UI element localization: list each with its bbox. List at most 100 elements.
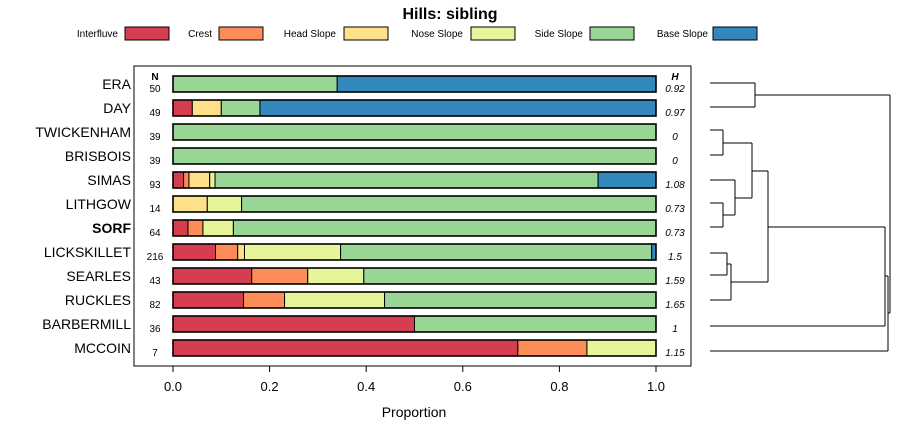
bar-segment-interfluve bbox=[172, 315, 415, 333]
bar-outline bbox=[172, 339, 657, 357]
bar-outline bbox=[172, 243, 657, 261]
row-searles: SEARLES 43 1.59 bbox=[66, 267, 685, 287]
row-label: BARBERMILL bbox=[42, 316, 131, 332]
n-value: 216 bbox=[147, 252, 164, 263]
row-label: DAY bbox=[103, 100, 131, 116]
bar-segment-crest bbox=[517, 339, 588, 357]
h-value: 1.15 bbox=[665, 348, 685, 359]
bar-segment-interfluve bbox=[172, 99, 193, 117]
bar-segment-base-slope bbox=[259, 99, 657, 117]
h-value: 0 bbox=[672, 156, 678, 167]
row-barbermill: BARBERMILL 36 1 bbox=[42, 315, 678, 335]
row-simas: SIMAS 93 1.08 bbox=[87, 171, 685, 191]
bar-segment-head-slope bbox=[188, 171, 211, 189]
bar-outline bbox=[172, 147, 657, 165]
bar-segment-crest bbox=[183, 171, 190, 189]
row-label: RUCKLES bbox=[65, 292, 131, 308]
legend-label: Base Slope bbox=[657, 29, 709, 40]
row-label: ERA bbox=[102, 76, 131, 92]
dendrogram bbox=[710, 82, 891, 352]
bar-segment-side-slope bbox=[363, 267, 657, 285]
row-lickskillet: LICKSKILLET 216 1.5 bbox=[44, 243, 682, 263]
bar-segment-crest bbox=[187, 219, 204, 237]
legend-label: Interfluve bbox=[77, 29, 119, 40]
x-tick-label: 0.2 bbox=[261, 379, 279, 394]
row-label: SORF bbox=[92, 220, 131, 236]
bar-outline bbox=[172, 99, 657, 117]
bar-segment-side-slope bbox=[232, 219, 657, 237]
bar-segment-nose-slope bbox=[209, 171, 216, 189]
row-label: LITHGOW bbox=[66, 196, 132, 212]
row-lithgow: LITHGOW 14 0.73 bbox=[66, 195, 685, 215]
n-column-header: N bbox=[151, 72, 158, 83]
legend: Interfluve Crest Head Slope Nose Slope Side … bbox=[77, 26, 758, 41]
bar-segment-side-slope bbox=[384, 291, 657, 309]
bar-segment-side-slope bbox=[220, 99, 261, 117]
x-tick-label: 0.0 bbox=[164, 379, 182, 394]
h-value: 0 bbox=[672, 132, 678, 143]
n-value: 50 bbox=[149, 84, 161, 95]
n-value: 39 bbox=[149, 156, 161, 167]
h-value: 1.59 bbox=[665, 276, 685, 287]
bar-segment-nose-slope bbox=[243, 243, 342, 261]
row-ruckles: RUCKLES 82 1.65 bbox=[65, 291, 685, 311]
legend-swatch bbox=[470, 26, 516, 41]
bar-segment-base-slope bbox=[336, 75, 657, 93]
legend-swatch bbox=[712, 26, 758, 41]
bar-segment-crest bbox=[251, 267, 309, 285]
bar-segment-side-slope bbox=[241, 195, 657, 213]
legend-label: Crest bbox=[188, 29, 212, 40]
h-value: 0.73 bbox=[665, 228, 685, 239]
bar-segment-side-slope bbox=[414, 315, 657, 333]
n-value: 39 bbox=[149, 132, 161, 143]
bar-segment-nose-slope bbox=[284, 291, 386, 309]
bar-segment-side-slope bbox=[172, 123, 657, 141]
row-era: ERA 50 0.92 bbox=[102, 75, 685, 95]
x-tick-label: 0.4 bbox=[357, 379, 375, 394]
n-value: 14 bbox=[149, 204, 161, 215]
bar-outline bbox=[172, 291, 657, 309]
bar-segment-head-slope bbox=[172, 195, 208, 213]
bar-segment-interfluve bbox=[172, 219, 189, 237]
row-twickenham: TWICKENHAM 39 0 bbox=[35, 123, 678, 143]
legend-label: Head Slope bbox=[284, 29, 337, 40]
legend-swatch bbox=[589, 26, 635, 41]
row-sorf: SORF 64 0.73 bbox=[92, 219, 685, 239]
bar-segment-base-slope bbox=[597, 171, 657, 189]
n-value: 64 bbox=[149, 228, 161, 239]
h-column-header: H bbox=[671, 72, 679, 83]
x-tick-label: 0.6 bbox=[454, 379, 472, 394]
row-brisbois: BRISBOIS 39 0 bbox=[65, 147, 678, 167]
x-tick-label: 1.0 bbox=[647, 379, 665, 394]
bar-segment-crest bbox=[215, 243, 239, 261]
row-label: BRISBOIS bbox=[65, 148, 131, 164]
bar-outline bbox=[172, 123, 657, 141]
n-value: 49 bbox=[149, 108, 161, 119]
x-axis-title: Proportion bbox=[382, 404, 447, 420]
n-value: 7 bbox=[152, 348, 158, 359]
legend-swatch bbox=[218, 26, 264, 41]
plot-frame bbox=[133, 65, 692, 367]
bar-segment-head-slope bbox=[191, 99, 222, 117]
legend-label: Side Slope bbox=[535, 29, 584, 40]
bar-segment-nose-slope bbox=[206, 195, 243, 213]
x-tick-label: 0.8 bbox=[550, 379, 568, 394]
h-value: 0.92 bbox=[665, 84, 685, 95]
h-value: 1 bbox=[672, 324, 678, 335]
bar-segment-interfluve bbox=[172, 243, 217, 261]
bar-outline bbox=[172, 267, 657, 285]
bar-segment-nose-slope bbox=[307, 267, 365, 285]
h-value: 1.08 bbox=[665, 180, 685, 191]
h-value: 1.65 bbox=[665, 300, 685, 311]
h-value: 0.73 bbox=[665, 204, 685, 215]
row-day: DAY 49 0.97 bbox=[103, 99, 685, 119]
row-label: MCCOIN bbox=[74, 340, 131, 356]
bar-segment-interfluve bbox=[172, 291, 245, 309]
bar-segment-interfluve bbox=[172, 339, 519, 357]
bar-segment-nose-slope bbox=[202, 219, 234, 237]
bar-segment-head-slope bbox=[237, 243, 245, 261]
legend-swatch bbox=[124, 26, 170, 41]
legend-label: Nose Slope bbox=[411, 29, 463, 40]
bar-segment-side-slope bbox=[172, 75, 338, 93]
